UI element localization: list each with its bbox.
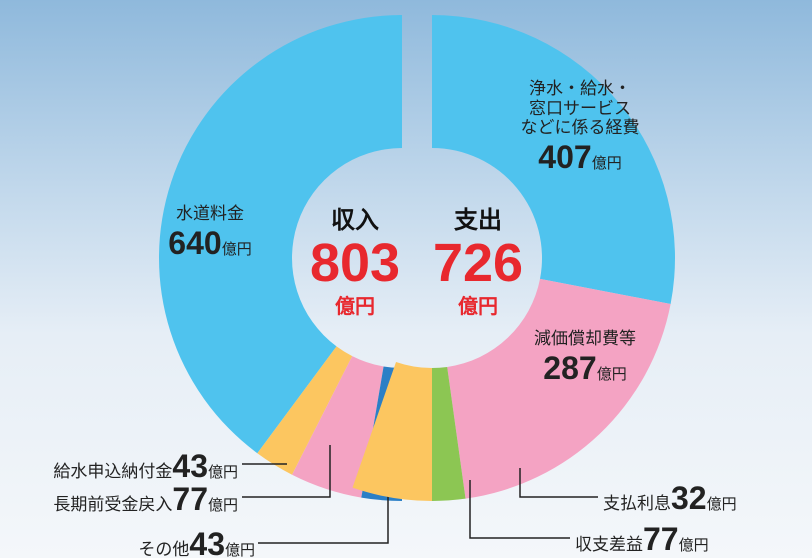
value-label: 43: [189, 526, 225, 558]
category-label: 減価償却費等: [534, 329, 636, 349]
category-label: その他: [138, 540, 189, 558]
segment-label: 長期前受金戻入77億円: [53, 481, 238, 518]
value-label: 77: [172, 481, 208, 517]
category-label: 給水申込納付金: [53, 462, 172, 482]
category-label: 水道料金: [176, 204, 244, 224]
segment-label: 支払利息32億円: [603, 480, 737, 517]
value-label: 640: [168, 225, 221, 261]
category-label: 支払利息: [603, 494, 671, 514]
center-unit: 億円: [285, 290, 425, 319]
unit-label: 億円: [222, 240, 252, 258]
value-label: 287: [543, 350, 596, 386]
unit-label: 億円: [225, 541, 255, 558]
center-title: 収入: [285, 200, 425, 235]
value-label: 43: [172, 448, 208, 484]
category-label: 収支差益: [575, 535, 643, 555]
unit-label: 億円: [707, 495, 737, 513]
segment-label: 収支差益77億円: [575, 521, 709, 558]
category-label: 浄水・給水・ 窓口サービス などに係る経費: [521, 79, 640, 138]
unit-label: 億円: [679, 536, 709, 554]
center-total: 726: [408, 232, 548, 294]
center-total: 803: [285, 232, 425, 294]
unit-label: 億円: [597, 365, 627, 383]
center-title: 支出: [408, 200, 548, 235]
center-unit: 億円: [408, 290, 548, 319]
infographic: 水道料金640億円給水申込納付金43億円長期前受金戻入77億円その他43億円収入…: [0, 0, 812, 558]
unit-label: 億円: [208, 496, 238, 514]
leader-line: [258, 492, 388, 543]
unit-label: 億円: [592, 154, 622, 172]
value-label: 32: [671, 480, 707, 516]
segment-label: 給水申込納付金43億円: [53, 448, 238, 485]
segment-label: その他43億円: [138, 526, 255, 558]
value-label: 77: [643, 521, 679, 557]
unit-label: 億円: [208, 463, 238, 481]
category-label: 長期前受金戻入: [53, 495, 172, 515]
value-label: 407: [538, 139, 591, 175]
